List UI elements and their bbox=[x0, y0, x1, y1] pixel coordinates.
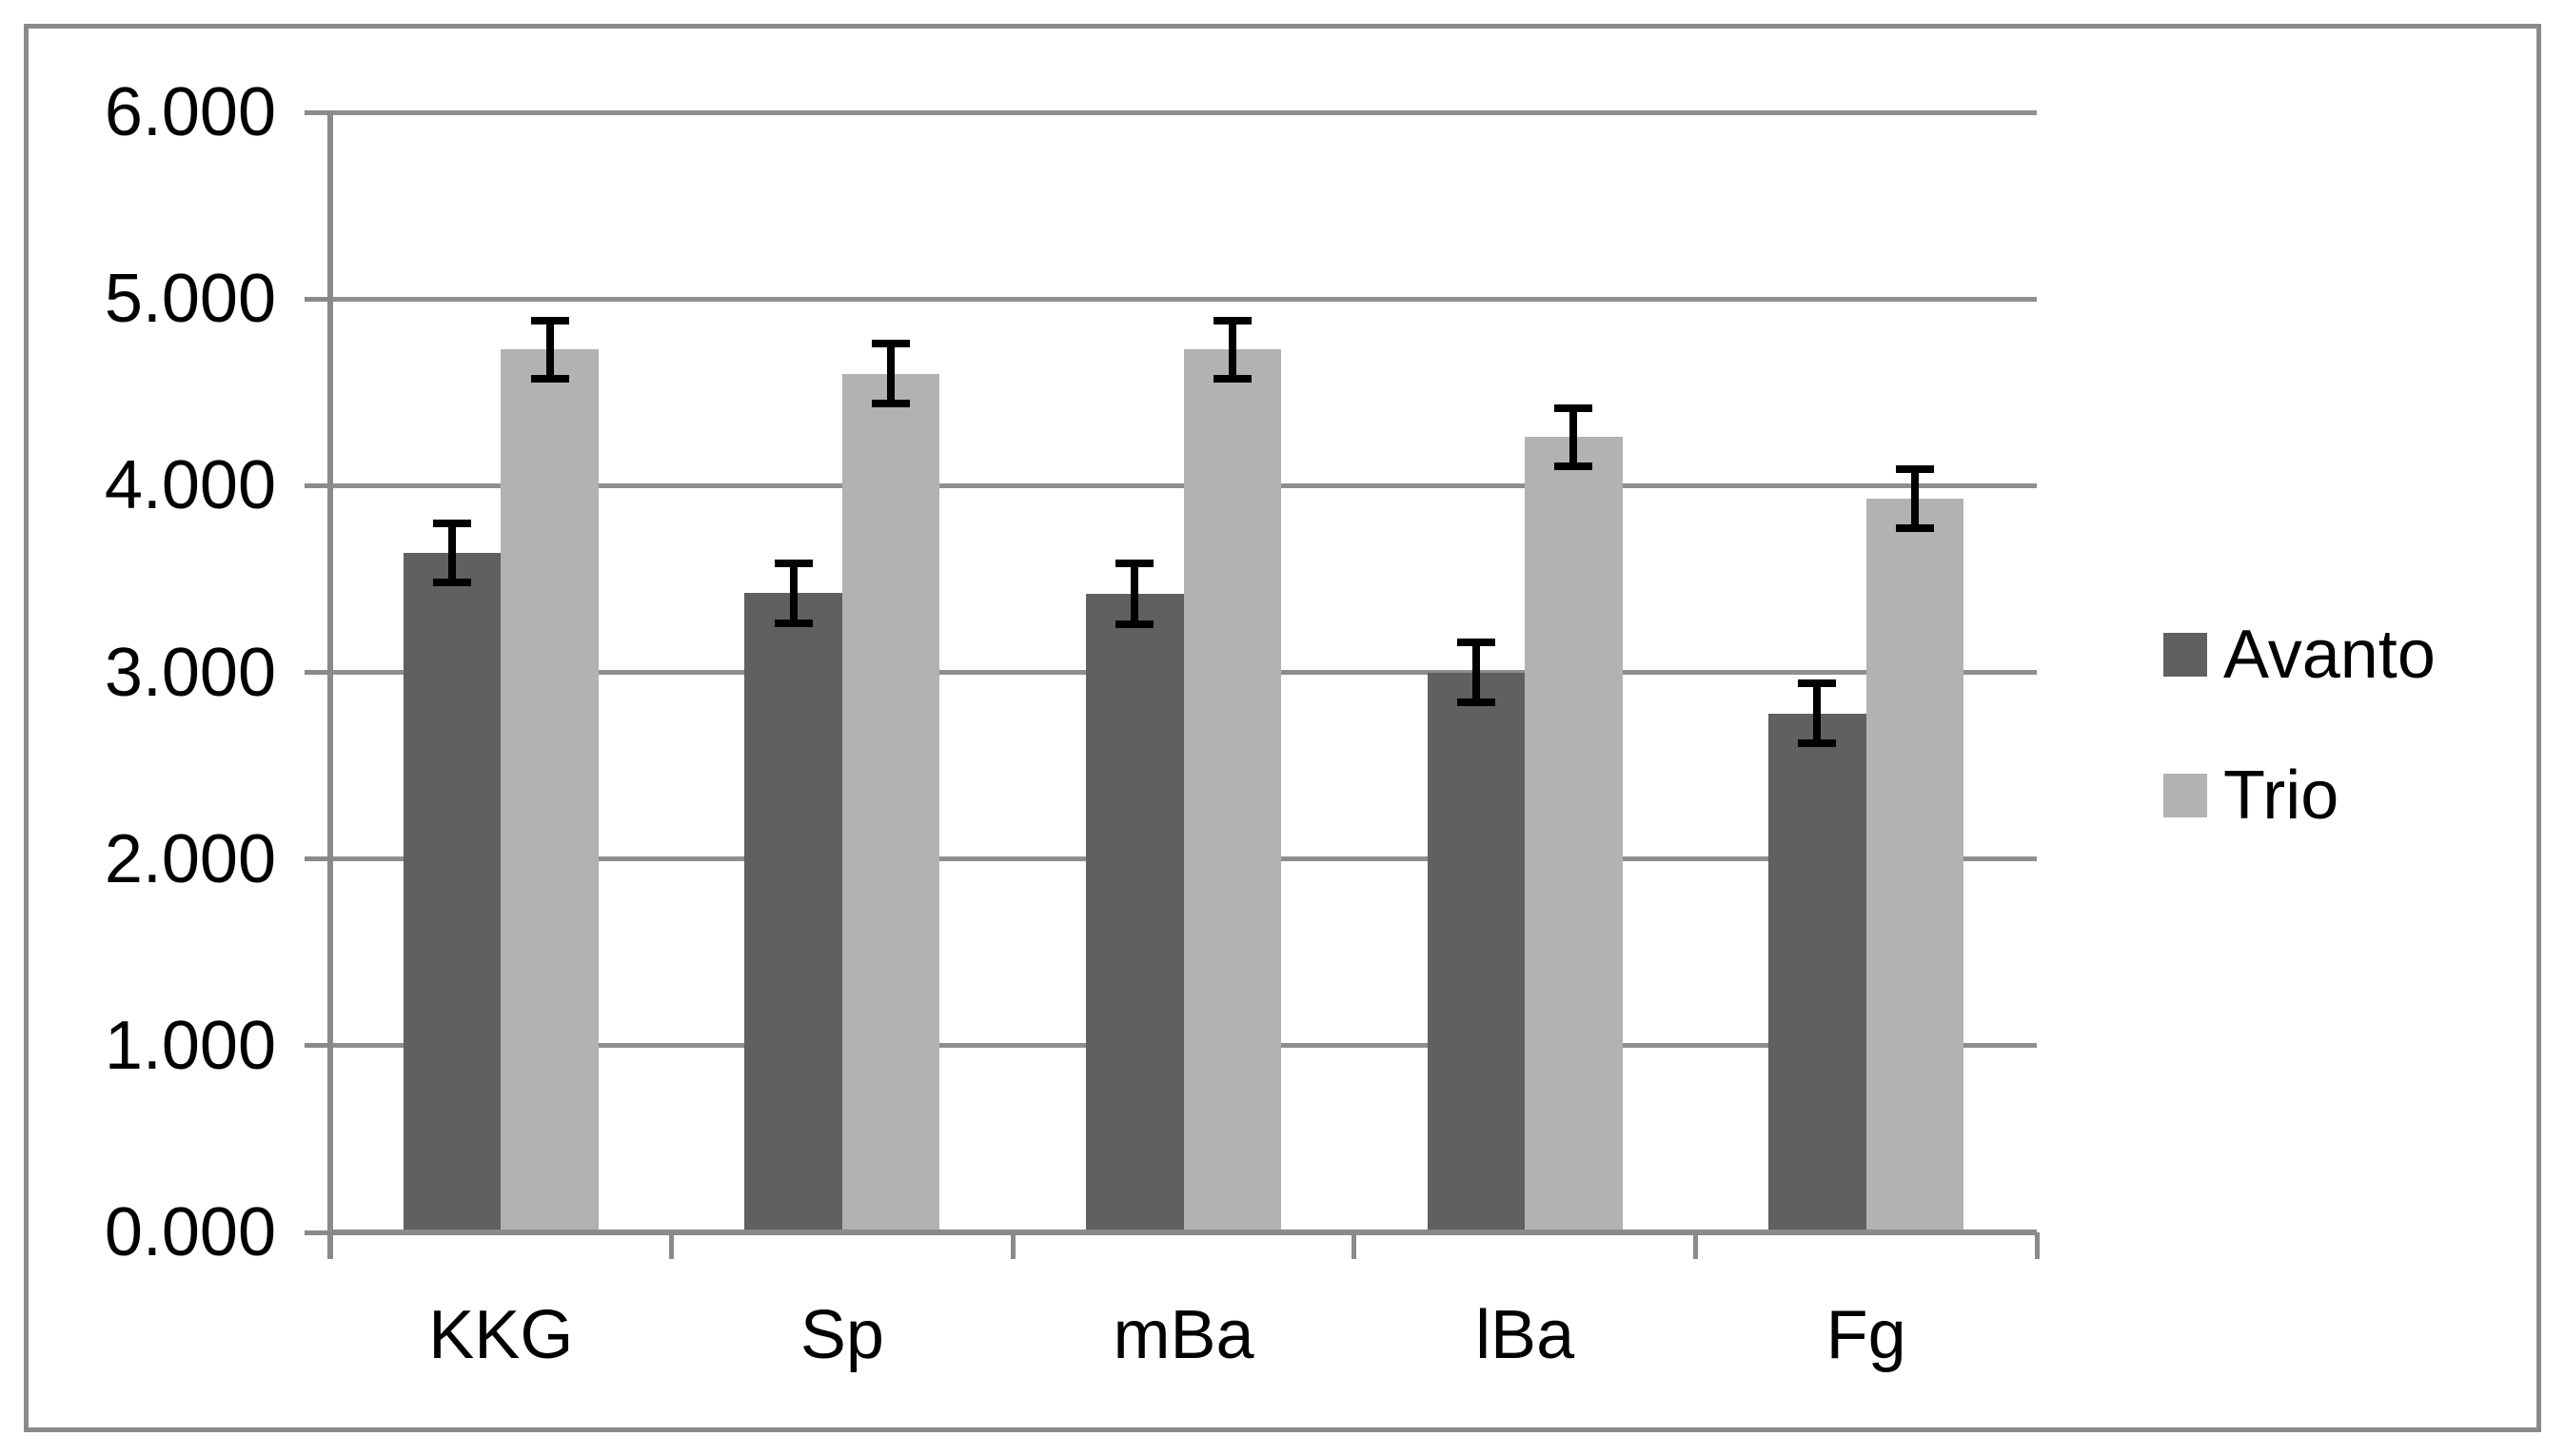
y-axis-line bbox=[327, 110, 333, 1259]
error-bar-cap-top bbox=[1554, 403, 1593, 412]
y-axis-tick bbox=[305, 856, 330, 862]
bar-trio-sp bbox=[841, 373, 940, 1232]
bar-avanto-sp bbox=[744, 593, 842, 1232]
y-axis-tick bbox=[305, 670, 330, 675]
error-bar-line bbox=[448, 522, 457, 583]
gridline bbox=[330, 109, 2037, 115]
y-axis-tick-label: 1.000 bbox=[104, 1007, 276, 1084]
legend-swatch-avanto bbox=[2163, 633, 2207, 677]
error-bar-cap-bottom bbox=[1798, 739, 1837, 748]
bar-trio-kkg bbox=[501, 349, 599, 1232]
legend-swatch-trio bbox=[2163, 774, 2207, 817]
error-bar-cap-bottom bbox=[1456, 698, 1495, 706]
x-axis-category-label: KKG bbox=[428, 1297, 574, 1373]
x-axis-tick bbox=[669, 1232, 675, 1259]
y-axis-tick bbox=[305, 482, 330, 488]
error-bar-cap-bottom bbox=[1115, 620, 1154, 629]
x-axis-tick bbox=[1692, 1232, 1698, 1259]
chart-outer-border bbox=[24, 24, 2541, 1432]
y-axis-tick bbox=[305, 1230, 330, 1235]
error-bar-cap-top bbox=[1115, 559, 1154, 567]
y-axis-tick-label: 5.000 bbox=[104, 261, 276, 338]
error-bar-cap-bottom bbox=[1213, 374, 1252, 383]
error-bar-cap-top bbox=[1213, 316, 1252, 325]
error-bar-cap-bottom bbox=[774, 619, 813, 627]
error-bar-cap-top bbox=[433, 519, 472, 527]
legend-label-avanto: Avanto bbox=[2223, 617, 2436, 693]
y-axis-tick bbox=[305, 296, 330, 302]
x-axis-category-label: Fg bbox=[1825, 1297, 1906, 1373]
error-bar-cap-top bbox=[774, 559, 813, 567]
x-axis-tick bbox=[1010, 1232, 1016, 1259]
x-axis-category-label: Sp bbox=[799, 1297, 884, 1373]
y-axis-tick-label: 6.000 bbox=[104, 74, 276, 150]
error-bar-line bbox=[887, 344, 896, 403]
bar-avanto-lba bbox=[1427, 672, 1526, 1232]
error-bar-cap-top bbox=[530, 316, 569, 325]
x-axis-line bbox=[330, 1230, 2037, 1235]
error-bar-cap-bottom bbox=[1895, 524, 1934, 533]
bar-avanto-kkg bbox=[403, 552, 502, 1232]
error-bar-cap-top bbox=[1456, 639, 1495, 647]
bar-avanto-mba bbox=[1086, 594, 1184, 1232]
y-axis-tick bbox=[305, 109, 330, 115]
x-axis-tick bbox=[327, 1232, 333, 1259]
bar-trio-fg bbox=[1865, 499, 1964, 1232]
error-bar-line bbox=[789, 562, 798, 623]
y-axis-tick-label: 4.000 bbox=[104, 447, 276, 524]
bar-trio-lba bbox=[1525, 437, 1623, 1232]
error-bar-line bbox=[1569, 407, 1578, 466]
error-bar-cap-bottom bbox=[433, 579, 472, 587]
error-bar-cap-bottom bbox=[1554, 462, 1593, 470]
error-bar-line bbox=[1131, 562, 1139, 625]
error-bar-line bbox=[1910, 468, 1919, 529]
y-axis-tick-label: 3.000 bbox=[104, 634, 276, 711]
x-axis-category-label: mBa bbox=[1113, 1297, 1254, 1373]
error-bar-line bbox=[1813, 683, 1822, 744]
bar-avanto-fg bbox=[1768, 713, 1866, 1232]
error-bar-cap-top bbox=[1895, 464, 1934, 473]
y-axis-tick-label: 0.000 bbox=[104, 1194, 276, 1270]
error-bar-line bbox=[545, 320, 554, 379]
error-bar-line bbox=[1471, 642, 1480, 702]
error-bar-cap-bottom bbox=[530, 374, 569, 383]
bar-trio-mba bbox=[1183, 349, 1281, 1232]
error-bar-cap-bottom bbox=[872, 400, 911, 408]
error-bar-line bbox=[1228, 320, 1236, 379]
x-axis-tick bbox=[1352, 1232, 1357, 1259]
error-bar-cap-top bbox=[872, 340, 911, 348]
x-axis-tick bbox=[2034, 1232, 2040, 1259]
y-axis-tick bbox=[305, 1043, 330, 1049]
x-axis-category-label: lBa bbox=[1475, 1297, 1575, 1373]
y-axis-tick-label: 2.000 bbox=[104, 820, 276, 897]
legend-label-trio: Trio bbox=[2223, 758, 2339, 834]
gridline bbox=[330, 296, 2037, 302]
error-bar-cap-top bbox=[1798, 679, 1837, 688]
